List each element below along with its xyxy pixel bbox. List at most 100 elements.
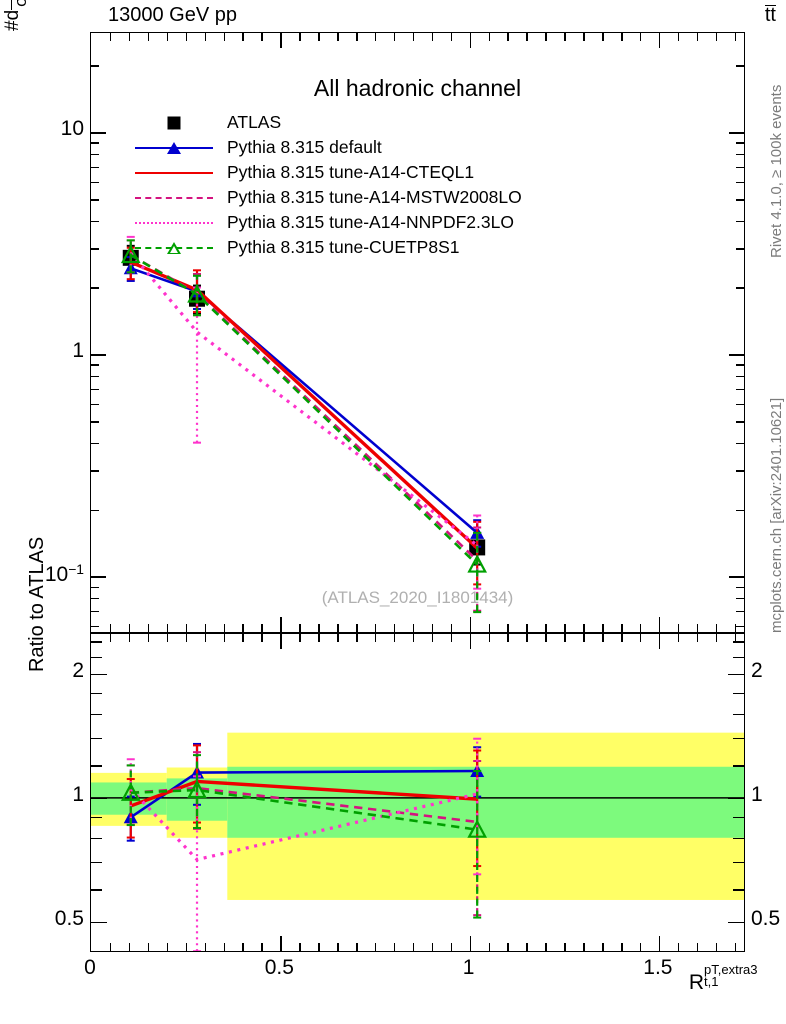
ratio-marker-triangle-open <box>467 819 488 838</box>
ratio-plot-area <box>91 634 744 951</box>
axis-tick <box>564 33 566 41</box>
axis-tick <box>91 199 99 201</box>
axis-tick <box>729 576 744 578</box>
axis-tick <box>204 624 207 632</box>
axis-tick <box>91 673 107 676</box>
legend-key <box>131 211 217 236</box>
axis-tick <box>91 713 102 716</box>
axis-tick <box>583 624 585 632</box>
axis-tick <box>185 33 188 41</box>
axis-tick <box>728 673 744 676</box>
axis-tick <box>736 421 744 423</box>
axis-tick <box>128 33 131 41</box>
axis-tick <box>677 943 680 951</box>
axis-tick <box>412 943 415 951</box>
axis-tick <box>431 33 434 41</box>
axis-tick <box>734 943 737 951</box>
axis-tick <box>734 33 737 41</box>
axis-tick <box>109 624 112 632</box>
axis-tick <box>469 617 472 632</box>
axis-tick <box>91 641 102 643</box>
axis-tick <box>128 624 131 632</box>
legend-label: Pythia 8.315 default <box>227 137 382 157</box>
axis-tick <box>564 943 566 951</box>
axis-tick <box>412 624 415 632</box>
axis-tick <box>91 166 99 169</box>
series-pythia-8-315-tune-a14-nnpdf2-3lo <box>126 235 482 590</box>
axis-tick <box>733 713 744 716</box>
axis-tick <box>733 889 744 891</box>
axis-tick <box>223 634 225 642</box>
axis-tick <box>91 797 107 800</box>
axis-tick <box>450 943 453 951</box>
axis-tick <box>223 624 225 632</box>
y-tick-label-ratio-right: 0.5 <box>751 906 781 930</box>
axis-tick <box>261 943 263 951</box>
axis-tick <box>91 889 102 891</box>
axis-tick <box>356 33 358 41</box>
legend-key <box>131 236 217 261</box>
axis-tick <box>715 634 718 642</box>
data-marker-triangle-open <box>187 284 207 303</box>
axis-tick <box>299 943 301 951</box>
axis-tick <box>736 65 744 67</box>
y-tick-label-ratio: 1 <box>72 782 84 806</box>
axis-tick <box>337 33 339 41</box>
axis-tick <box>280 33 282 48</box>
axis-tick <box>507 943 509 951</box>
axis-tick <box>488 33 491 41</box>
legend-key <box>131 186 217 211</box>
axis-tick <box>261 33 263 41</box>
axis-tick <box>91 442 99 445</box>
mcplots-credit: mcplots.cern.ch [arXiv:2401.10621] <box>768 397 785 633</box>
ratio-plot-panel <box>90 633 745 952</box>
axis-tick <box>733 837 744 840</box>
axis-tick <box>431 943 434 951</box>
axis-tick <box>431 634 434 642</box>
axis-tick <box>242 634 244 642</box>
axis-tick <box>526 624 528 632</box>
y-axis-title-main: #d1σfidpT,extra3#d dσfidt,1 dR <box>0 0 52 34</box>
legend-label: Pythia 8.315 tune-A14-MSTW2008LO <box>227 187 522 207</box>
axis-tick <box>147 624 150 632</box>
axis-tick <box>736 248 744 250</box>
axis-tick <box>91 625 99 628</box>
axis-tick <box>109 634 112 642</box>
axis-tick <box>733 861 744 864</box>
axis-tick <box>715 943 718 951</box>
axis-tick <box>507 634 509 642</box>
ratio-marker-triangle-open <box>120 782 141 801</box>
y-tick-label-ratio: 2 <box>72 658 84 682</box>
axis-tick <box>728 797 744 800</box>
axis-tick <box>677 634 680 642</box>
axis-tick <box>583 33 585 41</box>
series-pythia-8-315-tune-cuetp8s1 <box>120 239 488 614</box>
axis-tick <box>729 354 744 356</box>
axis-tick <box>337 624 339 632</box>
axis-tick <box>715 624 718 632</box>
axis-tick <box>488 634 491 642</box>
axis-tick <box>736 625 744 628</box>
axis-tick <box>91 375 99 378</box>
axis-tick <box>733 641 744 643</box>
x-tick-label: 1.5 <box>643 956 673 979</box>
axis-tick <box>109 943 112 951</box>
axis-tick <box>91 765 102 767</box>
axis-tick <box>715 33 718 41</box>
series-pythia-8-315-tune-a14-mstw2008lo <box>126 239 482 612</box>
legend-line <box>135 172 213 174</box>
axis-tick <box>431 624 434 632</box>
axis-tick <box>166 33 169 41</box>
axis-tick <box>356 624 358 632</box>
legend-label: ATLAS <box>227 112 282 132</box>
axis-tick <box>639 943 642 951</box>
axis-tick <box>91 403 99 406</box>
axis-tick <box>91 354 106 356</box>
y-tick-label-main: 10−1 <box>44 561 84 587</box>
axis-tick <box>507 33 509 41</box>
axis-tick <box>733 737 744 740</box>
axis-tick <box>736 403 744 406</box>
axis-tick <box>450 33 453 41</box>
series-pythia-8-315-tune-a14-cteql1 <box>126 246 482 586</box>
